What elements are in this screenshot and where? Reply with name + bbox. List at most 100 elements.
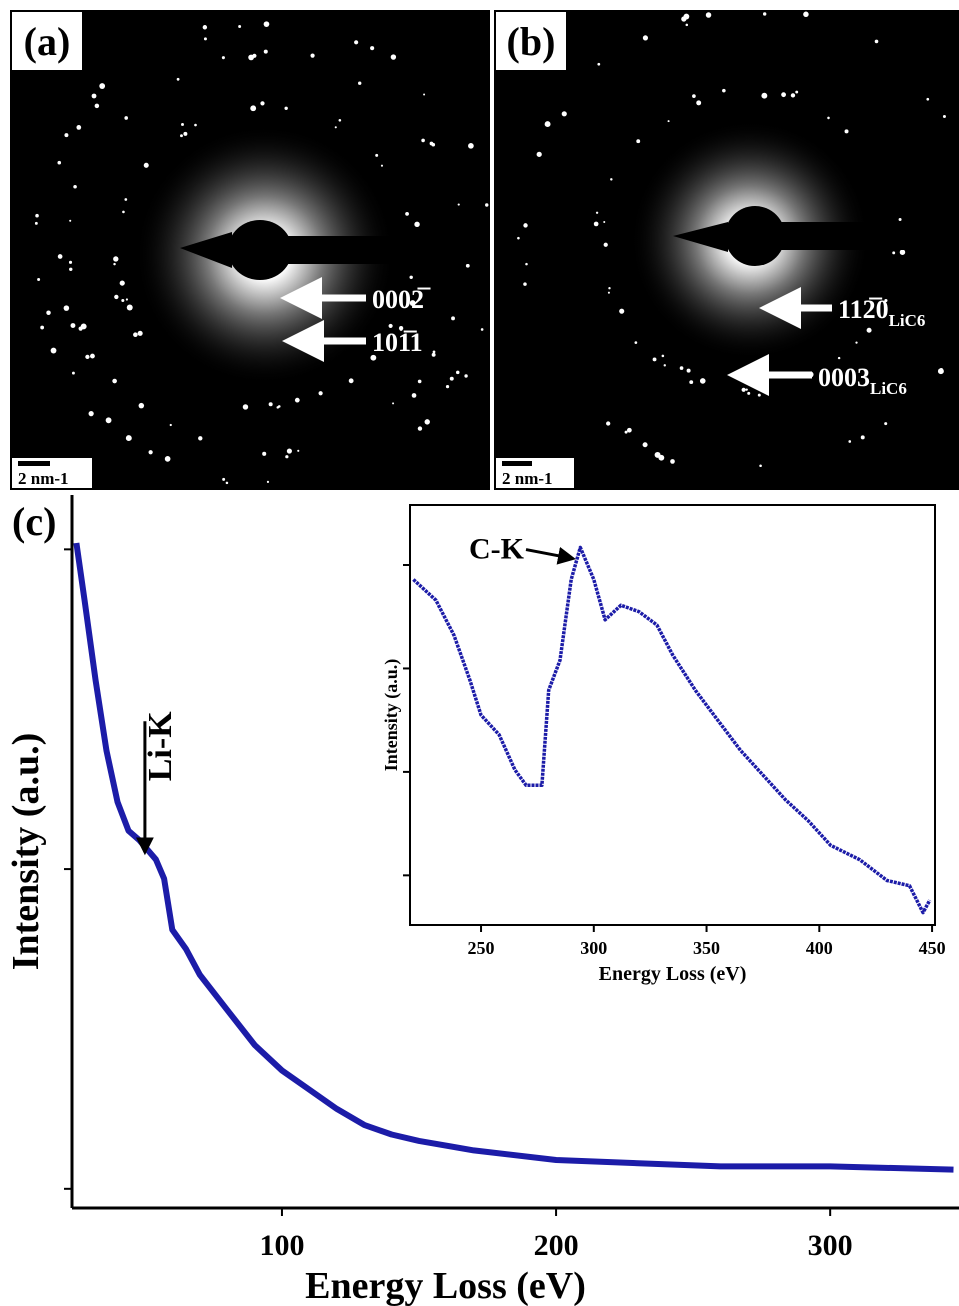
diffraction-spot [899, 249, 906, 255]
diffraction-spot [126, 304, 133, 311]
annotation: 112̅0LiC6 [838, 295, 925, 330]
diffraction-spot [608, 287, 611, 290]
diffraction-spot [517, 236, 520, 240]
diffraction-spot [414, 221, 420, 228]
diffraction-spot [757, 393, 761, 397]
diffraction-spot [619, 308, 625, 314]
panel-label: (a) [24, 19, 71, 64]
diffraction-spot [260, 101, 265, 106]
diffraction-spot [76, 125, 82, 130]
diffraction-spot [432, 350, 436, 354]
data-line [73, 542, 954, 1173]
diffraction-spot [595, 211, 599, 214]
diffraction-spot [70, 323, 76, 328]
diffraction-spot [455, 370, 460, 375]
diffraction-spot [761, 92, 768, 99]
diffraction-spot [603, 220, 606, 223]
diffraction-spot [202, 25, 208, 30]
diffraction-spot [37, 278, 41, 281]
x-tick-label: 450 [919, 938, 946, 958]
panel-b-labels: (b) 2 nm-1 112̅0LiC6 0003LiC6 [496, 12, 925, 488]
diffraction-spot [63, 305, 70, 311]
scale-label: 2 nm-1 [502, 469, 553, 488]
diffraction-spot [692, 94, 696, 98]
diffraction-spot [642, 35, 649, 41]
annotation: C-K [469, 533, 525, 566]
diffraction-spot [64, 133, 69, 138]
diffraction-spot [91, 93, 97, 99]
diffraction-spot [180, 134, 183, 138]
x-tick-label: 100 [259, 1229, 304, 1262]
diffraction-spot [263, 21, 270, 27]
diffraction-spot [705, 12, 712, 18]
annotation: 101̅1 [372, 328, 423, 357]
diffraction-spot [358, 81, 362, 85]
diffraction-spot [252, 53, 257, 58]
diffraction-spot [124, 116, 129, 120]
diffraction-spot [221, 56, 225, 60]
diffraction-spot [405, 211, 409, 216]
diffraction-spot [72, 371, 75, 375]
diffraction-spot [860, 435, 865, 440]
diffraction-spot [424, 419, 430, 425]
diffraction-spot [661, 354, 665, 358]
diffraction-spot [485, 203, 489, 207]
diffraction-spot [624, 430, 628, 434]
diffraction-spot [50, 347, 57, 354]
diffraction-spot [222, 477, 226, 481]
diffraction-spot [855, 341, 858, 344]
diffraction-spot [181, 122, 184, 126]
diffraction-spot [544, 121, 551, 128]
diffraction-spot [741, 387, 746, 392]
diffraction-spot [169, 423, 172, 427]
diffraction-spot [745, 388, 748, 391]
diffraction-spot [250, 105, 257, 112]
annotation: 0003LiC6 [818, 363, 907, 398]
diffraction-spot [238, 25, 242, 28]
diffraction-spot [388, 323, 393, 328]
y-axis-label: Intensity (a.u.) [381, 659, 402, 772]
x-axis-label: Energy Loss (eV) [599, 963, 747, 985]
diffraction-spot [898, 218, 902, 222]
diffraction-spot [80, 323, 87, 330]
diffraction-spot [523, 282, 527, 286]
diffraction-spot [652, 357, 657, 362]
diffraction-spot [642, 442, 648, 448]
x-tick-label: 300 [580, 938, 607, 958]
diffraction-spot [112, 378, 117, 384]
diffraction-spot [603, 242, 608, 247]
diffraction-spot [942, 114, 946, 118]
diffraction-spot [795, 90, 799, 94]
data-line [412, 545, 932, 915]
diffraction-spot [827, 116, 830, 120]
diffraction-spot [310, 53, 315, 58]
diffraction-spot [348, 378, 354, 384]
diffraction-spot [610, 178, 613, 181]
diffraction-spot [790, 93, 796, 98]
diffraction-spot [68, 260, 73, 264]
diffraction-spot [318, 391, 323, 396]
diffraction-spot [354, 40, 359, 45]
diffraction-spot [686, 368, 691, 373]
diffraction-spot [285, 455, 289, 459]
diffraction-spot [284, 106, 288, 110]
x-axis-label: Energy Loss (eV) [305, 1265, 586, 1306]
annotation-text: 0003 [818, 363, 870, 392]
annotation-text: 112̅0 [838, 295, 889, 324]
diffraction-spot [122, 210, 125, 214]
diffraction-spot [242, 404, 249, 410]
diffraction-spot [803, 11, 809, 18]
diffraction-spot [94, 103, 100, 109]
diffraction-spot [654, 451, 661, 458]
diffraction-spot [670, 459, 675, 464]
panel-label: (b) [507, 19, 556, 64]
diffraction-spot [431, 142, 436, 147]
diffraction-spot [411, 393, 417, 398]
x-tick-label: 200 [534, 1229, 579, 1262]
diffraction-spot [699, 378, 706, 384]
diffraction-spot [848, 440, 852, 443]
diffraction-spot [464, 374, 468, 378]
diffraction-spot [747, 391, 751, 395]
diffraction-spot [138, 402, 145, 409]
diffraction-spot [148, 450, 153, 455]
